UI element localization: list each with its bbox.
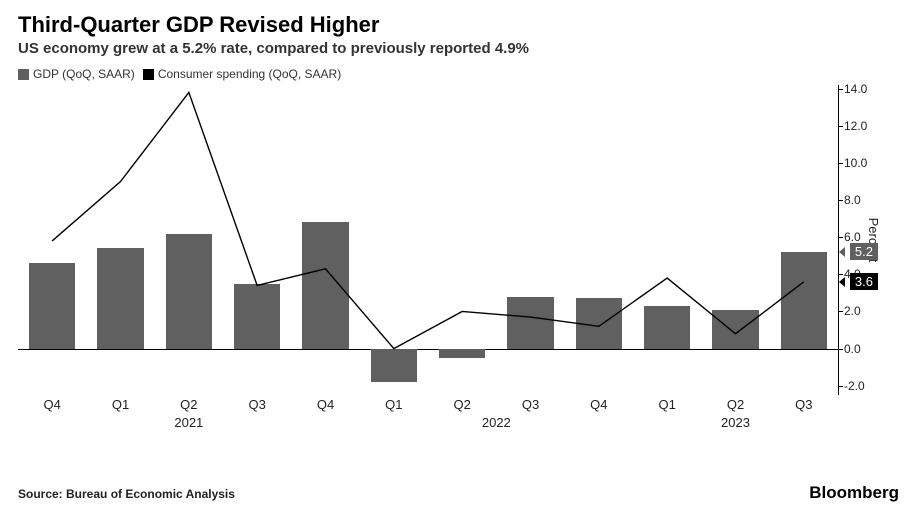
ytick-mark: [838, 89, 843, 90]
callout-pointer-icon: [839, 247, 845, 257]
ytick-label: 10.0: [844, 156, 878, 170]
legend-label-gdp: GDP (QoQ, SAAR): [33, 67, 135, 81]
legend-swatch-gdp: [18, 69, 29, 80]
plot-region: Percent -2.00.02.04.06.08.010.012.014.05…: [18, 85, 839, 395]
year-label: 2022: [482, 415, 511, 430]
ytick-label: 0.0: [844, 342, 878, 356]
xtick-label: Q1: [658, 397, 675, 412]
xtick-label: Q4: [590, 397, 607, 412]
callout-pointer-icon: [839, 277, 845, 287]
ytick-mark: [838, 237, 843, 238]
brand-logo: Bloomberg: [809, 483, 899, 503]
ytick-mark: [838, 163, 843, 164]
chart-title: Third-Quarter GDP Revised Higher: [18, 12, 899, 38]
ytick-label: -2.0: [844, 379, 878, 393]
x-axis-labels: Q4 Q1 Q2 Q3 Q4 Q1 Q2 Q3 Q4 Q1 Q2 Q3 2021 2022 2023: [18, 395, 839, 435]
legend-item-consumer: Consumer spending (QoQ, SAAR): [143, 67, 341, 81]
chart-subtitle: US economy grew at a 5.2% rate, compared…: [18, 40, 899, 57]
source-text: Source: Bureau of Economic Analysis: [18, 487, 235, 501]
ytick-mark: [838, 274, 843, 275]
value-callout: 5.2: [850, 243, 878, 260]
chart-area: Percent -2.00.02.04.06.08.010.012.014.05…: [18, 85, 839, 435]
ytick-mark: [838, 349, 843, 350]
value-callout: 3.6: [850, 273, 878, 290]
ytick-label: 14.0: [844, 82, 878, 96]
year-label: 2021: [174, 415, 203, 430]
xtick-label: Q1: [385, 397, 402, 412]
line-series: [18, 85, 838, 395]
legend: GDP (QoQ, SAAR) Consumer spending (QoQ, …: [18, 67, 899, 81]
ytick-label: 12.0: [844, 119, 878, 133]
xtick-label: Q3: [522, 397, 539, 412]
xtick-label: Q3: [795, 397, 812, 412]
xtick-label: Q4: [43, 397, 60, 412]
ytick-label: 2.0: [844, 304, 878, 318]
xtick-label: Q2: [453, 397, 470, 412]
ytick-label: 8.0: [844, 193, 878, 207]
legend-label-consumer: Consumer spending (QoQ, SAAR): [158, 67, 341, 81]
ytick-mark: [838, 200, 843, 201]
xtick-label: Q2: [180, 397, 197, 412]
ytick-mark: [838, 126, 843, 127]
legend-swatch-consumer: [143, 69, 154, 80]
xtick-label: Q2: [727, 397, 744, 412]
xtick-label: Q3: [248, 397, 265, 412]
legend-item-gdp: GDP (QoQ, SAAR): [18, 67, 135, 81]
xtick-label: Q1: [112, 397, 129, 412]
ytick-mark: [838, 311, 843, 312]
year-label: 2023: [721, 415, 750, 430]
ytick-mark: [838, 386, 843, 387]
xtick-label: Q4: [317, 397, 334, 412]
